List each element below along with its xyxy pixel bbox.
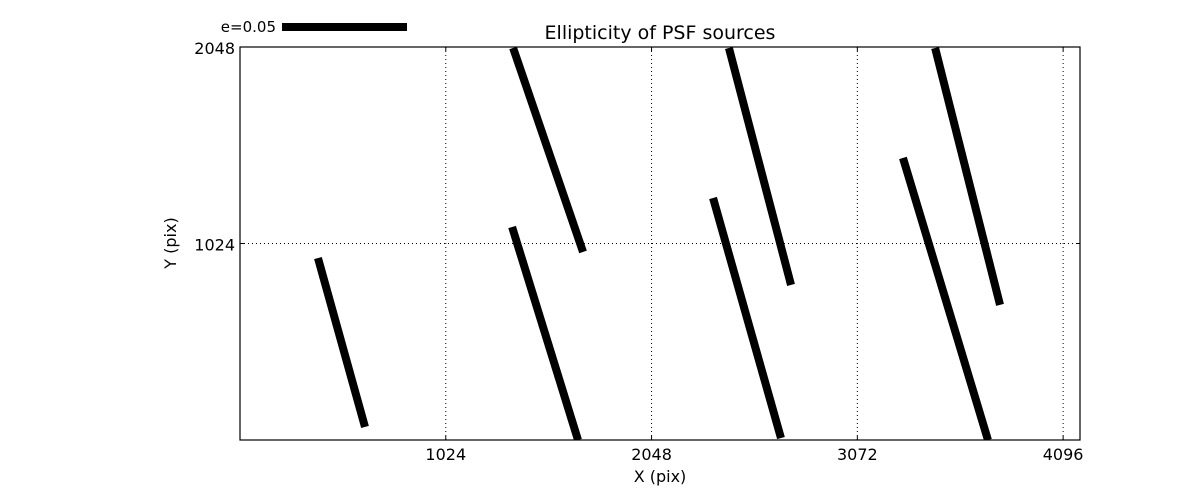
x-tick-label-1024: 1024 (425, 445, 466, 464)
x-axis-label: X (pix) (634, 467, 687, 486)
psf-ellipticity-whisker-2 (509, 47, 587, 254)
y-tick-label-1024: 1024 (194, 236, 235, 255)
psf-ellipticity-whisker-4 (725, 47, 795, 286)
psf-ellipticity-whisker-7 (899, 156, 992, 440)
whisker-segments-layer (314, 47, 1004, 440)
y-tick-label-2048: 2048 (194, 39, 235, 58)
psf-ellipticity-whisker-1 (314, 257, 369, 429)
x-tick-label-2048: 2048 (631, 445, 672, 464)
x-tick-label-4096: 4096 (1043, 445, 1084, 464)
psf-ellipticity-whisker-6 (931, 47, 1004, 306)
plot-title: Ellipticity of PSF sources (545, 22, 776, 44)
x-tick-label-3072: 3072 (837, 445, 878, 464)
psf-ellipticity-whisker-3 (508, 225, 582, 440)
psf-ellipticity-whisker-5 (709, 196, 785, 440)
legend-scale-bar-icon (282, 23, 407, 31)
tick-marks-layer (240, 46, 1080, 440)
y-axis-label: Y (pix) (161, 217, 180, 269)
tick-labels-layer: 1024 2048 3072 4096 1024 2048 (194, 39, 1083, 464)
grid-layer (240, 46, 1080, 440)
legend-label: e=0.05 (221, 18, 276, 36)
